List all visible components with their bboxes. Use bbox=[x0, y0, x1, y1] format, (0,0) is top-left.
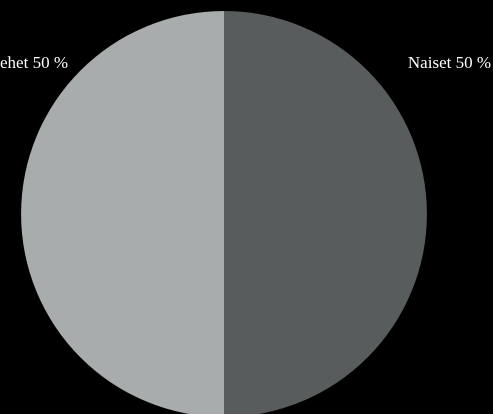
slice-label-naiset: Naiset 50 % bbox=[408, 53, 491, 72]
pie-slice-0 bbox=[224, 11, 427, 414]
pie-slices bbox=[21, 11, 427, 414]
pie-slice-1 bbox=[21, 11, 224, 414]
slice-label-miehet: Miehet 50 % bbox=[0, 53, 68, 72]
